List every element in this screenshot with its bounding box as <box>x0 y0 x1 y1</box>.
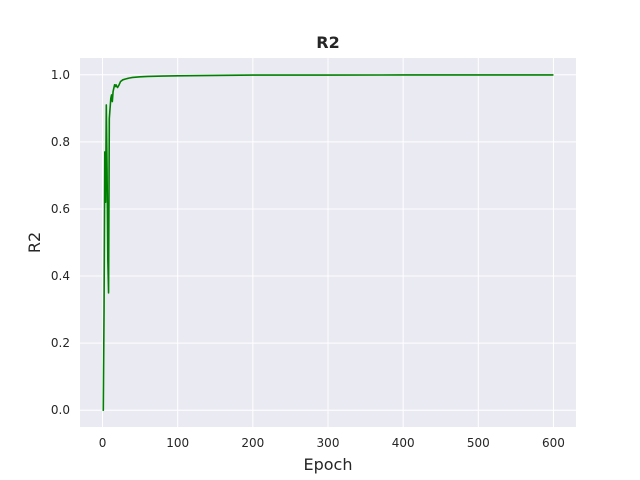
series-line <box>102 74 554 412</box>
y-axis-label: R2 <box>25 232 44 253</box>
y-tick-label: 0.6 <box>51 202 70 216</box>
y-tick-label: 0.2 <box>51 336 70 350</box>
x-tick-label: 300 <box>317 436 340 450</box>
x-tick-label: 400 <box>392 436 415 450</box>
x-tick-labels: 0 100 200 300 400 500 600 <box>99 436 565 450</box>
grid-lines <box>80 58 576 427</box>
y-tick-label: 0.0 <box>51 403 70 417</box>
y-tick-label: 0.4 <box>51 269 70 283</box>
y-tick-label: 0.8 <box>51 135 70 149</box>
x-tick-label: 0 <box>99 436 107 450</box>
y-tick-label: 1.0 <box>51 68 70 82</box>
chart-title: R2 <box>316 33 339 52</box>
series-layer <box>102 74 554 412</box>
x-tick-label: 500 <box>467 436 490 450</box>
x-tick-label: 600 <box>542 436 565 450</box>
x-tick-label: 200 <box>241 436 264 450</box>
x-tick-label: 100 <box>166 436 189 450</box>
x-axis-label: Epoch <box>304 455 353 474</box>
y-tick-labels: 0.0 0.2 0.4 0.6 0.8 1.0 <box>51 68 70 417</box>
